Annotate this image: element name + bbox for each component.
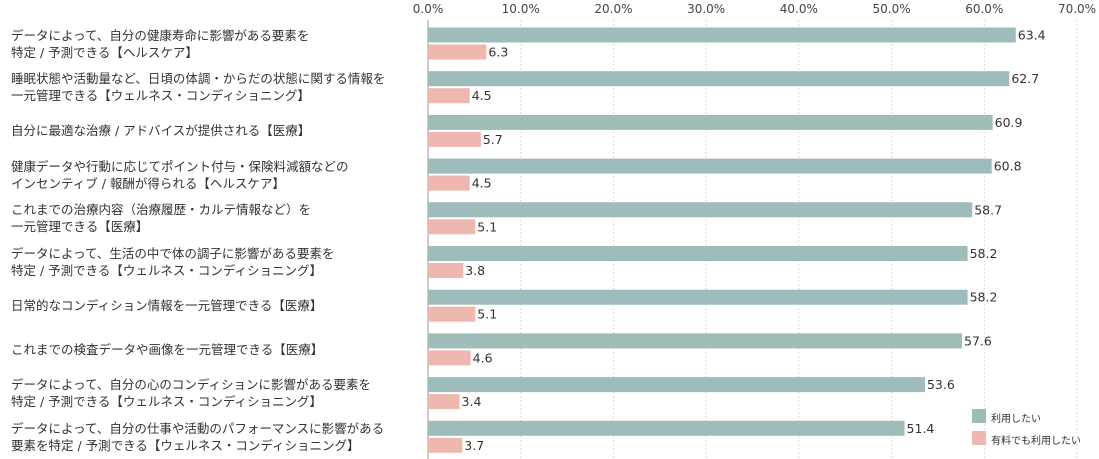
tick-label: 70.0% — [1058, 2, 1096, 16]
category-label-line: 要素を特定 / 予測できる【ウェルネス・コンディショニング】 — [11, 437, 360, 453]
data-label: 3.8 — [465, 263, 485, 278]
category-label-line: これまでの検査データや画像を一元管理できる【医療】 — [11, 341, 324, 357]
bar — [428, 114, 993, 130]
tick-label: 50.0% — [873, 2, 911, 16]
data-label: 51.4 — [907, 421, 935, 436]
tick-label: 60.0% — [965, 2, 1003, 16]
bar — [428, 131, 481, 147]
data-label: 58.7 — [974, 202, 1002, 217]
tick-label: 40.0% — [780, 2, 818, 16]
data-label: 63.4 — [1018, 28, 1046, 43]
category-label-line: 一元管理できる【ウェルネス・コンディショニング】 — [11, 88, 310, 104]
category-label-line: 睡眠状態や活動量など、日頃の体調・からだの状態に関する情報を — [11, 71, 386, 87]
bar — [428, 437, 463, 453]
data-label: 3.4 — [462, 394, 482, 409]
category-label-line: 一元管理できる【医療】 — [11, 219, 149, 235]
category-label: 自分に最適な治療 / アドバイスが提供される【医療】 — [11, 122, 416, 139]
bar — [428, 158, 992, 174]
bar — [428, 377, 925, 393]
bar — [428, 27, 1016, 43]
category-label-line: データによって、自分の仕事や活動のパフォーマンスに影響がある — [11, 420, 385, 436]
bar — [428, 350, 471, 366]
data-label: 6.3 — [488, 45, 508, 60]
bar — [428, 44, 487, 60]
category-label: 睡眠状態や活動量など、日頃の体調・からだの状態に関する情報を 一元管理できる【ウェ… — [11, 70, 416, 104]
category-label: データによって、生活の中で体の調子に影響がある要素を 特定 / 予測できる【ウェル… — [11, 245, 416, 279]
data-label: 60.8 — [994, 159, 1022, 174]
data-label: 5.7 — [483, 132, 503, 147]
category-label-line: データによって、自分の心のコンディションに影響がある要素を — [11, 377, 372, 393]
category-label: データによって、自分の健康寿命に影響がある要素を 特定 / 予測できる【ヘルスケア… — [11, 27, 416, 61]
category-label-line: 特定 / 予測できる【ウェルネス・コンディショニング】 — [11, 394, 323, 410]
category-label: 日常的なコンディション情報を一元管理できる【医療】 — [11, 297, 416, 314]
bar — [428, 219, 476, 235]
bar — [428, 306, 476, 322]
data-label: 4.5 — [472, 88, 492, 103]
category-label: データによって、自分の心のコンディションに影響がある要素を 特定 / 予測できる【… — [11, 376, 416, 410]
data-label: 4.5 — [472, 176, 492, 191]
category-label: 健康データや行動に応じてポイント付与・保険料減額などの インセンティブ / 報酬が… — [11, 158, 416, 192]
bar — [428, 71, 1010, 87]
legend-item-series-1: 有料でも利用したい — [972, 430, 1099, 448]
data-label: 53.6 — [927, 377, 955, 392]
category-label-line: インセンティブ / 報酬が得られる【ヘルスケア】 — [11, 175, 285, 191]
bar — [428, 246, 968, 261]
data-label: 3.7 — [464, 438, 484, 453]
data-label: 60.9 — [995, 115, 1023, 130]
legend-label: 有料でも利用したい — [991, 436, 1081, 447]
category-label: データによって、自分の仕事や活動のパフォーマンスに影響がある 要素を特定 / 予測… — [11, 420, 416, 454]
bar — [428, 88, 470, 104]
bar — [428, 202, 973, 218]
category-label: これまでの治療内容（治療履歴・カルテ情報など）を 一元管理できる【医療】 — [11, 201, 416, 235]
bar — [428, 263, 464, 278]
bar — [428, 333, 963, 349]
legend-label: 利用したい — [991, 414, 1041, 425]
legend-swatch — [972, 409, 986, 423]
bar — [428, 394, 460, 410]
data-label: 58.2 — [970, 290, 998, 305]
category-label-line: 健康データや行動に応じてポイント付与・保険料減額などの — [11, 158, 349, 174]
tick-label: 10.0% — [502, 2, 540, 16]
data-label: 57.6 — [964, 333, 992, 348]
category-label-line: 特定 / 予測できる【ヘルスケア】 — [11, 44, 198, 60]
legend-item-series-0: 利用したい — [972, 408, 1099, 426]
tick-label: 0.0% — [413, 2, 444, 16]
category-label-line: 自分に最適な治療 / アドバイスが提供される【医療】 — [11, 123, 311, 139]
data-label: 4.6 — [473, 350, 493, 365]
category-label-line: データによって、自分の健康寿命に影響がある要素を — [11, 27, 310, 43]
tick-label: 30.0% — [687, 2, 725, 16]
category-label-line: データによって、生活の中で体の調子に影響がある要素を — [11, 246, 335, 261]
legend-swatch — [972, 431, 986, 445]
data-label: 58.2 — [970, 246, 998, 261]
category-label-line: 特定 / 予測できる【ウェルネス・コンディショニング】 — [11, 263, 323, 278]
data-label: 5.1 — [477, 307, 497, 322]
bar — [428, 289, 968, 305]
data-label: 62.7 — [1011, 71, 1039, 86]
data-label: 5.1 — [477, 219, 497, 234]
bar — [428, 175, 470, 191]
bar — [428, 420, 905, 436]
category-label-line: 日常的なコンディション情報を一元管理できる【医療】 — [11, 298, 323, 314]
category-label-line: これまでの治療内容（治療履歴・カルテ情報など）を — [11, 202, 312, 218]
category-label: これまでの検査データや画像を一元管理できる【医療】 — [11, 341, 416, 358]
tick-label: 20.0% — [594, 2, 632, 16]
